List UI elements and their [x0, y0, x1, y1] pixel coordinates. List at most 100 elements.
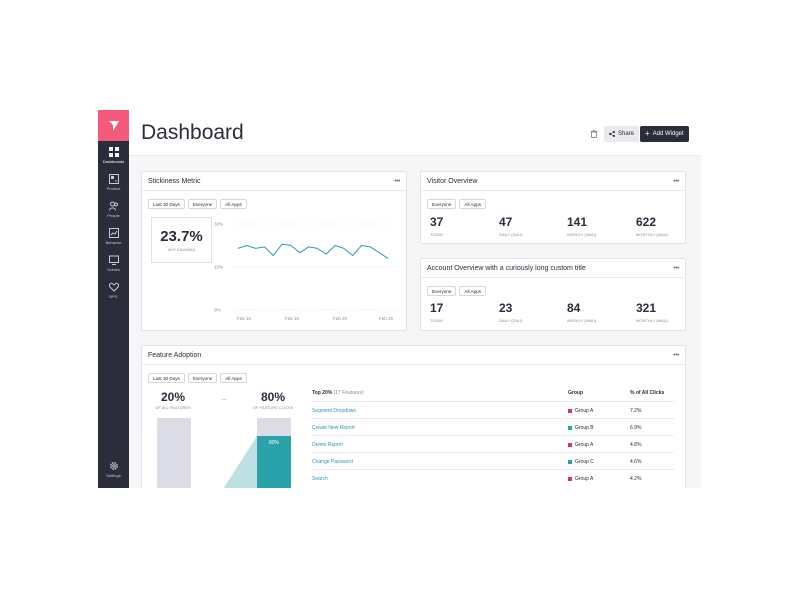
table-row: Search Group A 4.2%	[312, 469, 674, 486]
group-cell: Group B	[568, 425, 594, 431]
group-cell: Group A	[568, 408, 593, 414]
chip-segment[interactable]: Everyone	[187, 373, 218, 383]
sidebar-item-nps[interactable]: NPS	[98, 278, 129, 303]
sidebar-item-label: Dashboards	[102, 159, 125, 164]
more-icon[interactable]: •••	[673, 264, 679, 272]
sidebar-item-guides[interactable]: Guides	[98, 251, 129, 276]
chip-date-range[interactable]: Last 30 Days	[148, 373, 185, 383]
series-line	[237, 243, 389, 259]
stat-label: WEEKLY (WAU)	[567, 318, 597, 323]
y-tick-label: 15%	[214, 265, 223, 270]
adoption-funnel-shape	[223, 436, 257, 488]
metric-value: 23.7%	[160, 228, 203, 245]
pct-cell: 4.8%	[630, 442, 642, 448]
stat-label: DAILY (DAU)	[499, 318, 523, 323]
feature-adoption-card: Feature Adoption ••• Last 30 Days Everyo…	[141, 345, 686, 488]
features-share-value: 20%	[160, 390, 186, 404]
col-header-feature-count: (17 Features)	[333, 390, 364, 396]
col-header-pct: % of All Clicks	[630, 390, 665, 396]
page-title: Dashboard	[141, 121, 244, 144]
group-cell: Group C	[568, 459, 594, 465]
share-icon	[609, 131, 615, 137]
sidebar-item-behavior[interactable]: Behavior	[98, 224, 129, 249]
features-bar	[157, 418, 191, 488]
stickiness-card: Stickiness Metric ••• Last 30 Days Every…	[141, 171, 407, 331]
chip-segment[interactable]: Everyone	[427, 286, 457, 296]
group-label: Group A	[575, 408, 594, 414]
feature-link[interactable]: Search	[312, 476, 328, 482]
group-color-swatch	[568, 460, 572, 464]
col-header-feature: Top 20% (17 Features)	[312, 390, 364, 396]
behavior-icon	[108, 228, 119, 238]
group-color-swatch	[568, 443, 572, 447]
trash-icon[interactable]	[590, 130, 598, 138]
chip-apps[interactable]: All Apps	[220, 373, 247, 383]
table-row: Segment Dropdown Group A 7.2%	[312, 401, 674, 418]
sidebar-item-label: Guides	[107, 267, 120, 272]
plus-icon: +	[645, 129, 650, 138]
card-title: Stickiness Metric	[148, 177, 201, 185]
people-icon	[108, 201, 118, 211]
group-color-swatch	[568, 409, 572, 413]
more-icon[interactable]: •••	[673, 177, 679, 185]
account-overview-card: Account Overview with a curiously long c…	[420, 258, 686, 331]
share-label: Share	[618, 131, 635, 137]
sidebar-item-settings[interactable]: Settings	[98, 457, 129, 482]
add-widget-button[interactable]: + Add Widget	[640, 126, 689, 142]
stat-value: 141	[567, 215, 588, 229]
stat-value: 622	[636, 215, 657, 229]
chip-date-range[interactable]: Last 30 Days	[148, 199, 185, 209]
pct-cell: 6.9%	[630, 425, 642, 431]
stat-today: 37 TODAY	[430, 215, 443, 237]
stickiness-chart: 30% 15% 0% Feb 10 Feb 15 Feb 20 Feb 25	[214, 222, 398, 321]
features-share: 20% OF ALL FEATURES	[152, 390, 194, 410]
stat-label: TODAY	[430, 318, 444, 323]
feature-link[interactable]: Change Password	[312, 459, 353, 465]
card-header: Feature Adoption •••	[142, 346, 685, 365]
stickiness-metric: 23.7% AVG DAU/MAU	[151, 217, 212, 263]
features-share-label: OF ALL FEATURES	[155, 405, 191, 410]
metric-label: AVG DAU/MAU	[167, 247, 196, 252]
app-logo[interactable]	[98, 110, 129, 141]
stat-value: 17	[430, 301, 444, 315]
more-icon[interactable]: •••	[673, 351, 679, 359]
more-icon[interactable]: •••	[394, 177, 400, 185]
group-color-swatch	[568, 426, 572, 430]
visitor-overview-card: Visitor Overview ••• Everyone All Apps 3…	[420, 171, 686, 244]
table-row: Change Password Group C 4.6%	[312, 452, 674, 469]
card-title: Feature Adoption	[148, 351, 202, 359]
main-content: Dashboard Share + Add Widget Stickiness …	[129, 110, 701, 488]
sidebar-item-product[interactable]: Product	[98, 170, 129, 195]
card-header: Visitor Overview •••	[421, 172, 685, 191]
feature-link[interactable]: Create New Report	[312, 425, 355, 431]
card-title: Visitor Overview	[427, 177, 478, 185]
stat-value: 23	[499, 301, 513, 315]
feature-link[interactable]: Segment Dropdown	[312, 408, 357, 414]
group-label: Group A	[575, 442, 594, 448]
stat-label: WEEKLY (WAU)	[567, 232, 597, 237]
group-label: Group C	[575, 459, 594, 465]
page-header: Dashboard Share + Add Widget	[129, 110, 701, 156]
chip-segment[interactable]: Everyone	[427, 199, 457, 209]
guides-icon	[108, 255, 119, 265]
arrow-right-icon: →	[220, 394, 228, 403]
stat-value: 84	[567, 301, 581, 315]
grid-icon	[108, 147, 119, 157]
stat-daily: 47 DAILY (DAU)	[499, 215, 522, 237]
stat-weekly: 84 WEEKLY (WAU)	[567, 301, 596, 323]
sidebar-item-label: Behavior	[105, 240, 122, 245]
y-tick-label: 0%	[214, 308, 221, 313]
sidebar-item-dashboards[interactable]: Dashboards	[98, 143, 129, 168]
sidebar-item-label: People	[107, 213, 120, 218]
stat-today: 17 TODAY	[430, 301, 443, 323]
card-title: Account Overview with a curiously long c…	[427, 264, 586, 272]
share-button[interactable]: Share	[604, 126, 640, 142]
chip-apps[interactable]: All Apps	[459, 199, 487, 209]
clicks-share-label: OF FEATURE CLICKS	[252, 405, 294, 410]
group-label: Group A	[575, 476, 594, 482]
chip-segment[interactable]: Everyone	[187, 199, 218, 209]
feature-link[interactable]: Delete Report	[312, 442, 343, 448]
chip-apps[interactable]: All Apps	[220, 199, 247, 209]
chip-apps[interactable]: All Apps	[459, 286, 487, 296]
sidebar-item-people[interactable]: People	[98, 197, 129, 222]
